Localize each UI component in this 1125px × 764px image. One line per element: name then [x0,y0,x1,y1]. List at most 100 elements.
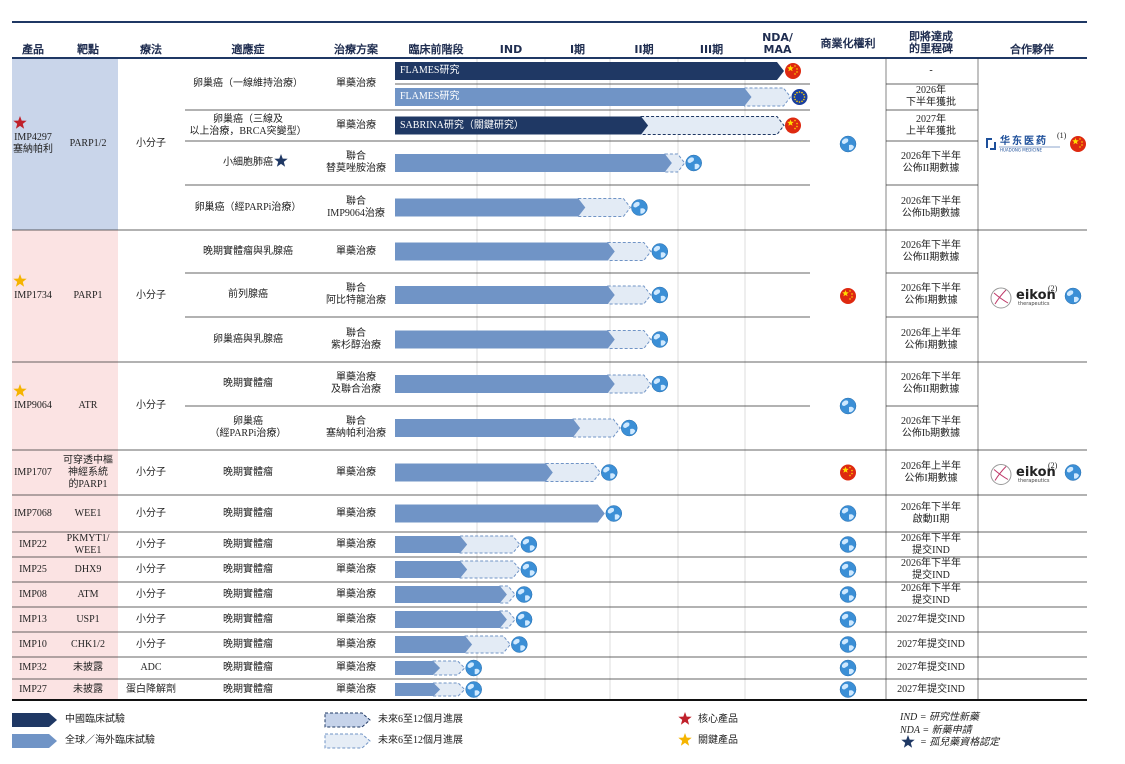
indication: 小細胞肺癌 [223,157,273,168]
column-header: 產品 [22,43,44,56]
indication: 晚期實體瘤 [223,613,273,625]
target: CHK1/2 [71,638,105,650]
flag-star [850,472,854,475]
progress-bar [395,198,586,217]
indication: 前列腺癌 [228,289,268,300]
globe-land [1067,466,1079,479]
flag-star [848,466,852,469]
milestone: 2027年提交IND [897,662,965,673]
product-cell-bg [12,582,118,607]
indication: 晚期實體瘤 [223,378,273,389]
regimen: 單藥治療 [336,466,376,478]
globe-bg [651,286,669,304]
progress-bar [395,561,468,578]
indication: 卵巢癌與乳腺癌 [213,333,283,345]
milestone: 2026年下半年 公佈II期數據 [901,372,961,395]
milestone: 2026年下半年 公佈I期數據 [901,283,961,306]
therapy: 小分子 [136,538,166,550]
flag-star [842,466,849,473]
global-region-icon [1064,287,1082,305]
globe-bg [839,636,857,653]
planned-bar [459,560,521,579]
product-cell-bg [12,532,118,557]
globe-land [633,201,646,214]
planned-bar [433,682,466,697]
partner-subtitle: HUADONG MEDICINE [1000,147,1042,153]
progress-bar [395,330,615,349]
product-name: IMP1734 [14,290,52,301]
flag-star [793,72,797,75]
milestone: 2026年上半年 公佈I期數據 [901,327,961,351]
flag-star [793,119,797,122]
key-star [678,733,692,746]
globe-land [623,422,636,435]
globe-bg [605,505,623,522]
globe-bg [631,199,648,216]
milestone: 2027年提交IND [897,613,965,625]
flag-star [787,119,794,126]
column-header: 商業化權利 [820,37,876,50]
global-region-icon [839,611,857,628]
regimen: 單藥治療 及聯合治療 [331,372,381,395]
target: 可穿透中樞 神經系統 的PARP1 [63,454,113,490]
therapy: 小分子 [136,290,166,301]
key-star [13,274,27,287]
progress-bar [395,586,507,603]
globe-land [687,157,700,170]
legend-note: NDA = 新藥申請 [900,725,972,736]
partner-footnote: (2) [1048,284,1058,293]
global-region-icon [1064,464,1082,481]
planned-bar [459,535,521,554]
globe-land [653,378,666,391]
therapy: 小分子 [136,563,166,575]
globe-land [653,333,666,346]
indication: 晚期實體瘤 [223,588,273,600]
flag-star [850,292,854,295]
bar-label: FLAMES研究 [400,91,460,102]
indication: 晚期實體瘤 [223,538,273,550]
flag-star [787,65,794,72]
indication: 晚期實體瘤 [223,507,273,519]
target: PARP1 [73,290,103,301]
legend-arrow [12,713,57,727]
globe-land [842,638,854,651]
milestone: 2026年下半年 公佈II期數據 [901,151,961,174]
column-header: 合作夥伴 [1010,43,1054,56]
product-cell-bg [12,679,118,700]
milestone: 2026年 下半年獲批 [906,85,956,108]
globe-bg [839,586,857,603]
globe-bg [839,611,857,628]
flag-star [795,67,799,70]
partner-logo-mark [990,464,1012,485]
regimen: 聯合 阿比特龍治療 [326,283,386,306]
global-region-icon [839,636,857,653]
target: USP1 [76,613,100,625]
milestone: 2027年 上半年獲批 [906,113,956,137]
progress-bar [395,375,615,393]
global-region-icon [839,681,857,698]
flag-bg [791,89,808,105]
globe-bg [511,636,528,653]
globe-land [1067,290,1079,303]
global-region-icon [605,505,623,522]
product-cell-bg [12,657,118,679]
progress-bar [395,611,507,628]
partner-logo-mark [993,289,1009,305]
product-cell-bg [12,362,118,450]
globe-land [842,662,854,675]
target: PARP1/2 [69,138,107,149]
progress-bar [395,62,784,80]
milestone: 2027年提交IND [897,638,965,650]
progress-bar [395,536,468,553]
flag-dot [801,100,803,103]
regimen: 單藥治療 [336,245,376,257]
globe-land [842,138,854,151]
column-header: 適應症 [231,43,265,56]
partner-subtitle: therapeutics [1018,301,1050,307]
flag-bg [1070,136,1086,152]
core-star [678,712,692,725]
stage-header: II期 [634,43,654,56]
target: 未披露 [73,662,103,673]
globe-bg [520,536,538,553]
